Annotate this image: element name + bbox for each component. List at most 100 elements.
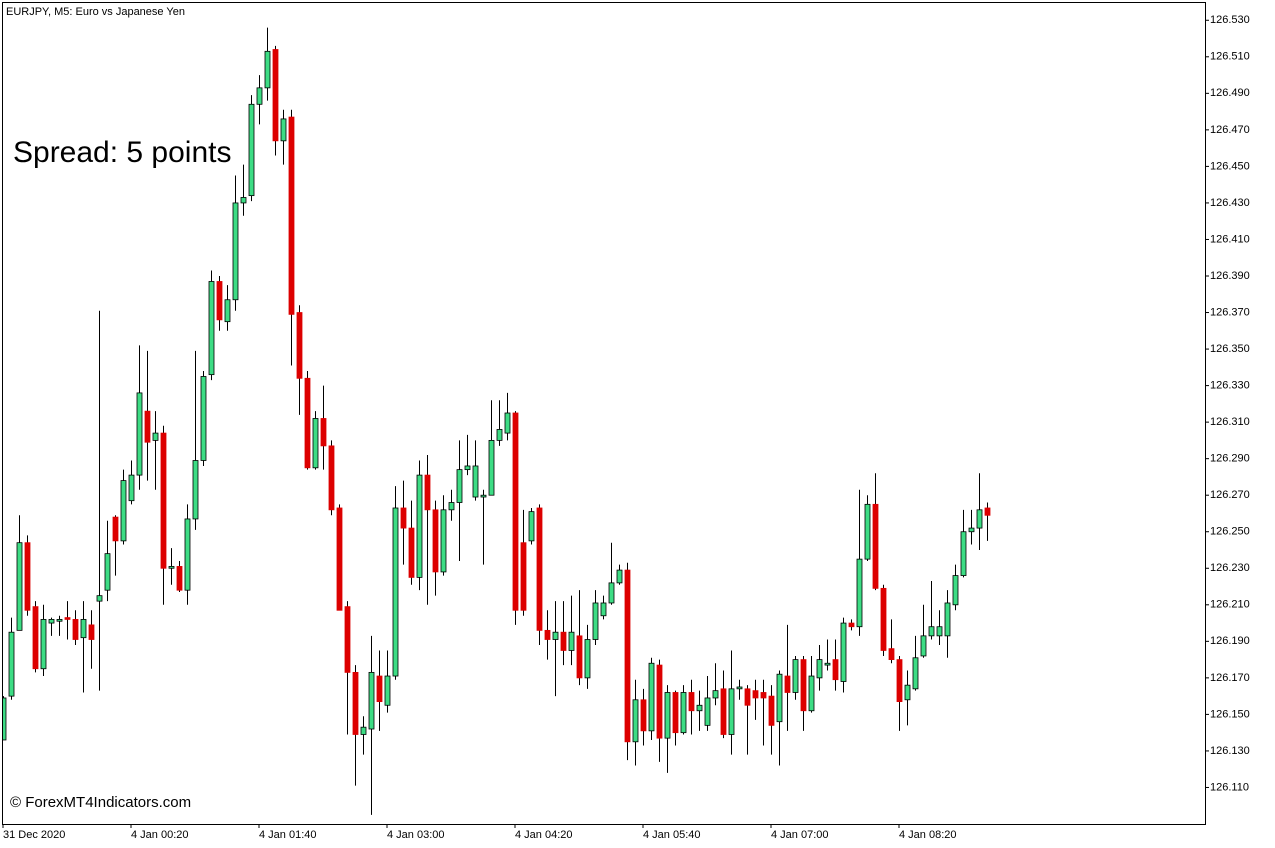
candle-body (744, 688, 751, 706)
y-tick-label: 126.450 (1210, 160, 1250, 172)
candle-body (632, 699, 639, 743)
candle-body (288, 116, 295, 315)
candle-body (296, 312, 303, 379)
candle-body (8, 631, 15, 697)
candle-body (688, 692, 695, 712)
x-tick-label: 4 Jan 00:20 (131, 829, 189, 841)
candle-body (728, 688, 735, 735)
candle-body (40, 619, 47, 670)
candle-body (344, 606, 351, 673)
candle-body (984, 507, 991, 516)
candle-body (608, 582, 615, 604)
candle-body (880, 587, 887, 651)
candle-body (3, 697, 7, 741)
candle-body (736, 686, 743, 690)
x-tick-label: 4 Jan 08:20 (899, 829, 957, 841)
chart-title: EURJPY, M5: Euro vs Japanese Yen (6, 6, 185, 18)
candle-body (768, 695, 775, 726)
y-tick-label: 126.210 (1210, 599, 1250, 611)
candle-body (448, 502, 455, 511)
candle-body (472, 465, 479, 498)
candle-body (776, 673, 783, 723)
candle-body (480, 494, 487, 498)
candle-body (616, 569, 623, 584)
candle-body (32, 606, 39, 670)
candle-body (704, 697, 711, 726)
candle-body (712, 690, 719, 699)
candle-body (208, 281, 215, 376)
candle-body (784, 675, 791, 693)
candle-body (152, 432, 159, 441)
candle-body (272, 49, 279, 142)
candle-body (392, 507, 399, 677)
candle-body (800, 659, 807, 712)
candle-body (232, 202, 239, 301)
candle-body (280, 118, 287, 142)
candle-body (72, 619, 79, 640)
candle-body (640, 699, 647, 732)
candle-body (648, 662, 655, 732)
candle-body (64, 617, 71, 620)
y-tick-label: 126.230 (1210, 562, 1250, 574)
candle-body (320, 418, 327, 447)
candle-body (600, 602, 607, 617)
x-tick-label: 4 Jan 04:20 (515, 829, 573, 841)
candle-body (440, 509, 447, 573)
y-tick-label: 126.430 (1210, 197, 1250, 209)
watermark: © ForexMT4Indicators.com (10, 794, 191, 811)
candle-body (952, 575, 959, 606)
candle-body (416, 474, 423, 578)
candle-body (528, 511, 535, 542)
candle-body (408, 527, 415, 578)
candle-body (856, 558, 863, 628)
candle-body (944, 602, 951, 637)
candle-body (328, 445, 335, 511)
candle-body (848, 622, 855, 628)
y-tick-label: 126.410 (1210, 233, 1250, 245)
candle-body (136, 392, 143, 476)
candle-body (104, 553, 111, 591)
candle-body (368, 671, 375, 730)
candle-body (160, 432, 167, 569)
candle-body (464, 465, 471, 471)
y-tick-label: 126.390 (1210, 270, 1250, 282)
candle-body (504, 412, 511, 434)
candle-body (128, 474, 135, 502)
candle-body (488, 439, 495, 496)
candle-body (896, 659, 903, 703)
candle-body (304, 377, 311, 469)
candle-body (792, 659, 799, 693)
candle-body (176, 566, 183, 591)
y-tick-label: 126.510 (1210, 51, 1250, 63)
candle-body (16, 542, 23, 631)
y-tick-label: 126.370 (1210, 306, 1250, 318)
candle-body (200, 376, 207, 461)
candle-body (536, 507, 543, 631)
candle-body (960, 531, 967, 576)
x-tick-label: 4 Jan 03:00 (387, 829, 445, 841)
candle-body (312, 418, 319, 469)
spread-annotation: Spread: 5 points (13, 136, 231, 169)
candle-body (432, 509, 439, 573)
candle-body (88, 624, 95, 640)
y-tick-label: 126.470 (1210, 124, 1250, 136)
candle-body (384, 675, 391, 706)
candle-body (696, 704, 703, 712)
candle-body (400, 507, 407, 529)
candle-body (912, 657, 919, 690)
candle-body (96, 595, 103, 602)
candle-body (568, 631, 575, 651)
candle-body (248, 103, 255, 197)
candle-body (904, 684, 911, 701)
candle-body (664, 692, 671, 739)
y-tick-label: 126.110 (1210, 781, 1249, 793)
candle-body (336, 507, 343, 611)
y-tick-label: 126.350 (1210, 343, 1250, 355)
x-tick-label: 4 Jan 07:00 (771, 829, 829, 841)
candle-body (360, 726, 367, 735)
candle-body (544, 629, 551, 640)
candle-body (184, 518, 191, 591)
candle-body (376, 675, 383, 703)
